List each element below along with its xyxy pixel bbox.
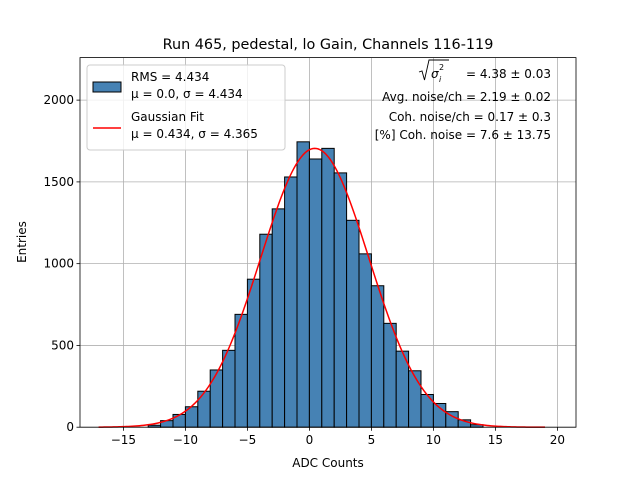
legend-histogram-swatch (92, 81, 122, 93)
histogram-bar (209, 369, 224, 428)
coh-noise-annotation: Coh. noise/ch = 0.17 ± 0.3 (389, 110, 551, 124)
histogram-bar (321, 147, 335, 428)
legend: RMS = 4.434 μ = 0.0, σ = 4.434 Gaussian … (86, 64, 286, 151)
avg-noise-annotation: Avg. noise/ch = 2.19 ± 0.02 (382, 90, 551, 104)
sigma-sum-value: = 4.38 ± 0.03 (466, 67, 551, 81)
sigma-subscript: i (439, 75, 442, 84)
y-tick-label: 1000 (43, 257, 74, 271)
legend-fit-label: Gaussian Fit (131, 110, 204, 124)
y-axis-label: Entries (15, 221, 29, 263)
y-tick-label: 2000 (43, 93, 74, 107)
noise-annotations: σ 2 i = 4.38 ± 0.03 Avg. noise/ch = 2.19… (375, 59, 551, 142)
histogram-bar (370, 285, 385, 428)
x-tick-label: −5 (239, 433, 257, 447)
histogram-bar (383, 322, 397, 428)
histogram-bar (234, 313, 248, 428)
histogram-bar (284, 176, 298, 428)
legend-fit-params: μ = 0.434, σ = 4.365 (131, 127, 258, 141)
sigma-sum-formula: σ 2 i (418, 59, 449, 84)
chart-title: Run 465, pedestal, lo Gain, Channels 116… (163, 37, 494, 53)
histogram-bar (296, 141, 310, 428)
x-tick-label: 10 (426, 433, 441, 447)
histogram-bar (246, 278, 261, 428)
x-axis-ticks: −15 −10 −5 0 5 10 15 20 (111, 427, 565, 447)
x-tick-label: 15 (488, 433, 503, 447)
plot-frame (79, 57, 577, 428)
gaussian-fit-line (98, 147, 546, 428)
sigma-symbol: σ (431, 67, 439, 81)
histogram-bar (346, 219, 360, 428)
histogram-bar (408, 370, 422, 428)
y-tick-label: 1500 (43, 175, 74, 189)
histogram-bar (259, 233, 273, 428)
y-axis-ticks: 0 500 1000 1500 2000 (43, 93, 80, 434)
histogram-bar (222, 349, 236, 428)
histogram-bars (147, 141, 484, 428)
x-tick-label: −10 (173, 433, 198, 447)
histogram-bar (358, 253, 372, 428)
y-tick-label: 500 (51, 338, 74, 352)
x-tick-label: 0 (306, 433, 314, 447)
square-root-icon (418, 59, 449, 81)
histogram-bar (197, 390, 211, 428)
coh-noise-percent-annotation: [%] Coh. noise = 7.6 ± 13.75 (375, 128, 551, 142)
x-tick-label: 5 (368, 433, 376, 447)
histogram-bar (172, 413, 186, 428)
histogram-bar (333, 172, 348, 428)
x-tick-label: −15 (111, 433, 136, 447)
histogram-bar (308, 158, 323, 428)
legend-box (86, 64, 286, 151)
legend-rms-label: RMS = 4.434 (131, 70, 209, 84)
histogram-bar (271, 208, 286, 428)
y-tick-label: 0 (66, 420, 74, 434)
x-axis-label: ADC Counts (292, 456, 364, 470)
legend-hist-params: μ = 0.0, σ = 4.434 (131, 87, 243, 101)
sigma-superscript: 2 (439, 63, 444, 72)
x-tick-label: 20 (550, 433, 565, 447)
